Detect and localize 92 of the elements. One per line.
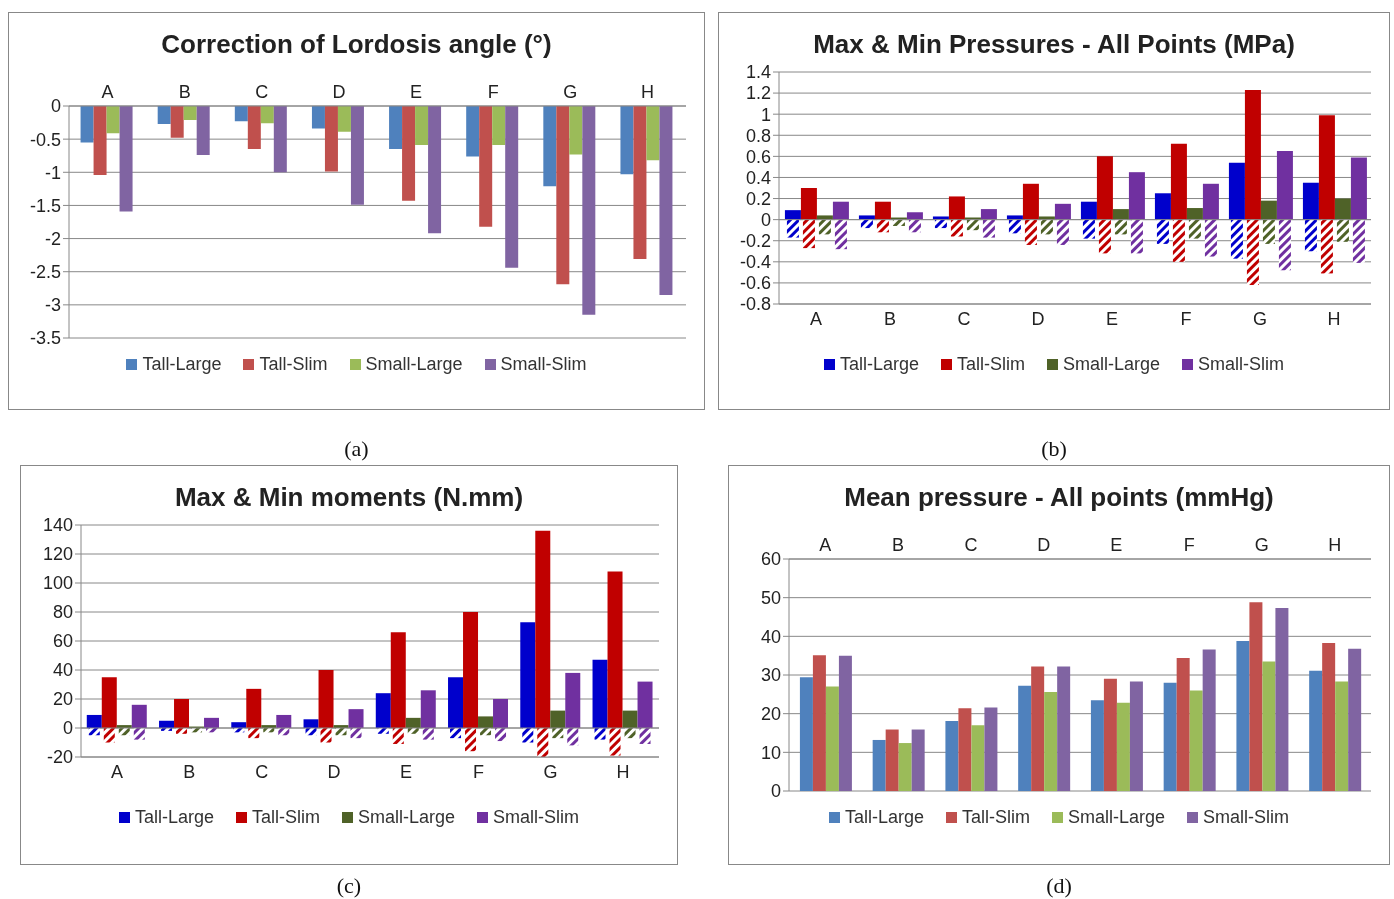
- y-tick-label: -0.8: [739, 294, 771, 315]
- x-tick-label: E: [400, 761, 413, 782]
- text: (a): [343, 436, 370, 462]
- legend-label: Tall-Large: [844, 807, 924, 828]
- y-tick-label: 0.4: [745, 167, 771, 188]
- y-tick-label: 20: [760, 704, 781, 725]
- y-tick-label: -3: [44, 295, 61, 316]
- y-tick-label: 20: [52, 689, 73, 710]
- legend-label: Small-Slim: [1198, 354, 1285, 375]
- x-tick-label: H: [1328, 535, 1342, 555]
- x-tick-label: G: [563, 82, 578, 102]
- y-tick-label: 0.2: [745, 188, 771, 209]
- legend-label: Tall-Large: [839, 354, 919, 375]
- y-tick-label: 80: [52, 602, 73, 623]
- y-tick-label: -3.5: [29, 328, 61, 349]
- y-tick-label: -2.5: [29, 262, 61, 283]
- x-tick-label: B: [178, 82, 191, 102]
- legend-label: Tall-Large: [142, 354, 222, 375]
- y-tick-label: 60: [760, 549, 781, 570]
- y-tick-label: -0.4: [739, 252, 771, 273]
- x-tick-label: E: [1105, 308, 1119, 329]
- y-tick-label: 0: [50, 96, 61, 117]
- y-tick-label: -2: [44, 228, 61, 249]
- x-tick-label: D: [1037, 535, 1051, 555]
- x-tick-label: B: [892, 535, 905, 555]
- y-tick-label: -20: [46, 747, 73, 768]
- x-tick-label: A: [819, 535, 832, 555]
- legend-label: Small-Slim: [500, 354, 587, 375]
- y-tick-label: 1: [760, 104, 771, 125]
- y-tick-label: 0.6: [745, 146, 771, 167]
- x-tick-label: E: [1110, 535, 1123, 555]
- y-tick-label: 0: [760, 210, 771, 231]
- legend-label: Tall-Slim: [961, 807, 1030, 828]
- chart-title: Max & Min moments (N.mm): [173, 482, 525, 513]
- chart-title: Correction of Lordosis angle (°): [160, 29, 553, 60]
- x-tick-label: D: [327, 761, 341, 782]
- legend-label: Small-Large: [358, 807, 456, 828]
- y-tick-label: 10: [760, 742, 781, 763]
- y-tick-label: -1.5: [29, 195, 61, 216]
- legend-label: Tall-Slim: [956, 354, 1025, 375]
- x-tick-label: F: [487, 82, 499, 102]
- y-tick-label: 0.8: [745, 125, 771, 146]
- y-tick-label: 60: [52, 631, 73, 652]
- y-tick-label: 120: [42, 544, 73, 565]
- x-tick-label: H: [640, 82, 654, 102]
- x-tick-label: C: [957, 308, 971, 329]
- text: (d): [1045, 873, 1073, 899]
- text: (b): [1040, 436, 1068, 462]
- y-tick-label: 40: [52, 660, 73, 681]
- legend-label: Small-Slim: [493, 807, 580, 828]
- y-tick-label: -0.5: [29, 129, 61, 150]
- x-tick-label: G: [1252, 308, 1268, 329]
- x-tick-label: A: [809, 308, 823, 329]
- legend-label: Small-Large: [1068, 807, 1166, 828]
- chart-title: Max & Min Pressures - All Points (MPa): [812, 29, 1296, 60]
- text: (c): [335, 873, 363, 899]
- x-tick-label: C: [255, 82, 269, 102]
- x-tick-label: B: [883, 308, 897, 329]
- y-tick-label: 1.4: [745, 62, 771, 83]
- x-tick-label: E: [410, 82, 423, 102]
- x-tick-label: G: [1254, 535, 1269, 555]
- legend-label: Small-Slim: [1203, 807, 1290, 828]
- chart-title: Mean pressure - All points (mmHg): [843, 482, 1275, 513]
- y-tick-label: -0.6: [739, 273, 771, 294]
- y-tick-label: 50: [760, 588, 781, 609]
- legend-label: Small-Large: [365, 354, 463, 375]
- x-tick-label: D: [332, 82, 346, 102]
- y-tick-label: 0: [62, 718, 73, 739]
- legend-label: Tall-Slim: [259, 354, 328, 375]
- y-tick-label: -0.2: [739, 231, 771, 252]
- legend-label: Tall-Slim: [251, 807, 320, 828]
- x-tick-label: C: [964, 535, 978, 555]
- y-tick-label: 1.2: [745, 83, 771, 104]
- x-tick-label: A: [101, 82, 114, 102]
- y-tick-label: -1: [44, 162, 61, 183]
- x-tick-label: D: [1031, 308, 1045, 329]
- x-tick-label: H: [616, 761, 630, 782]
- y-tick-label: 140: [42, 515, 73, 536]
- x-tick-label: F: [1180, 308, 1192, 329]
- y-tick-label: 0: [770, 781, 781, 802]
- y-tick-label: 30: [760, 665, 781, 686]
- y-tick-label: 40: [760, 626, 781, 647]
- x-tick-label: G: [543, 761, 558, 782]
- x-tick-label: A: [111, 761, 124, 782]
- legend-label: Tall-Large: [134, 807, 214, 828]
- x-tick-label: C: [255, 761, 269, 782]
- x-tick-label: F: [1183, 535, 1195, 555]
- legend-label: Small-Large: [1063, 354, 1161, 375]
- y-tick-label: 100: [42, 573, 73, 594]
- x-tick-label: H: [1327, 308, 1341, 329]
- x-tick-label: F: [472, 761, 484, 782]
- x-tick-label: B: [183, 761, 196, 782]
